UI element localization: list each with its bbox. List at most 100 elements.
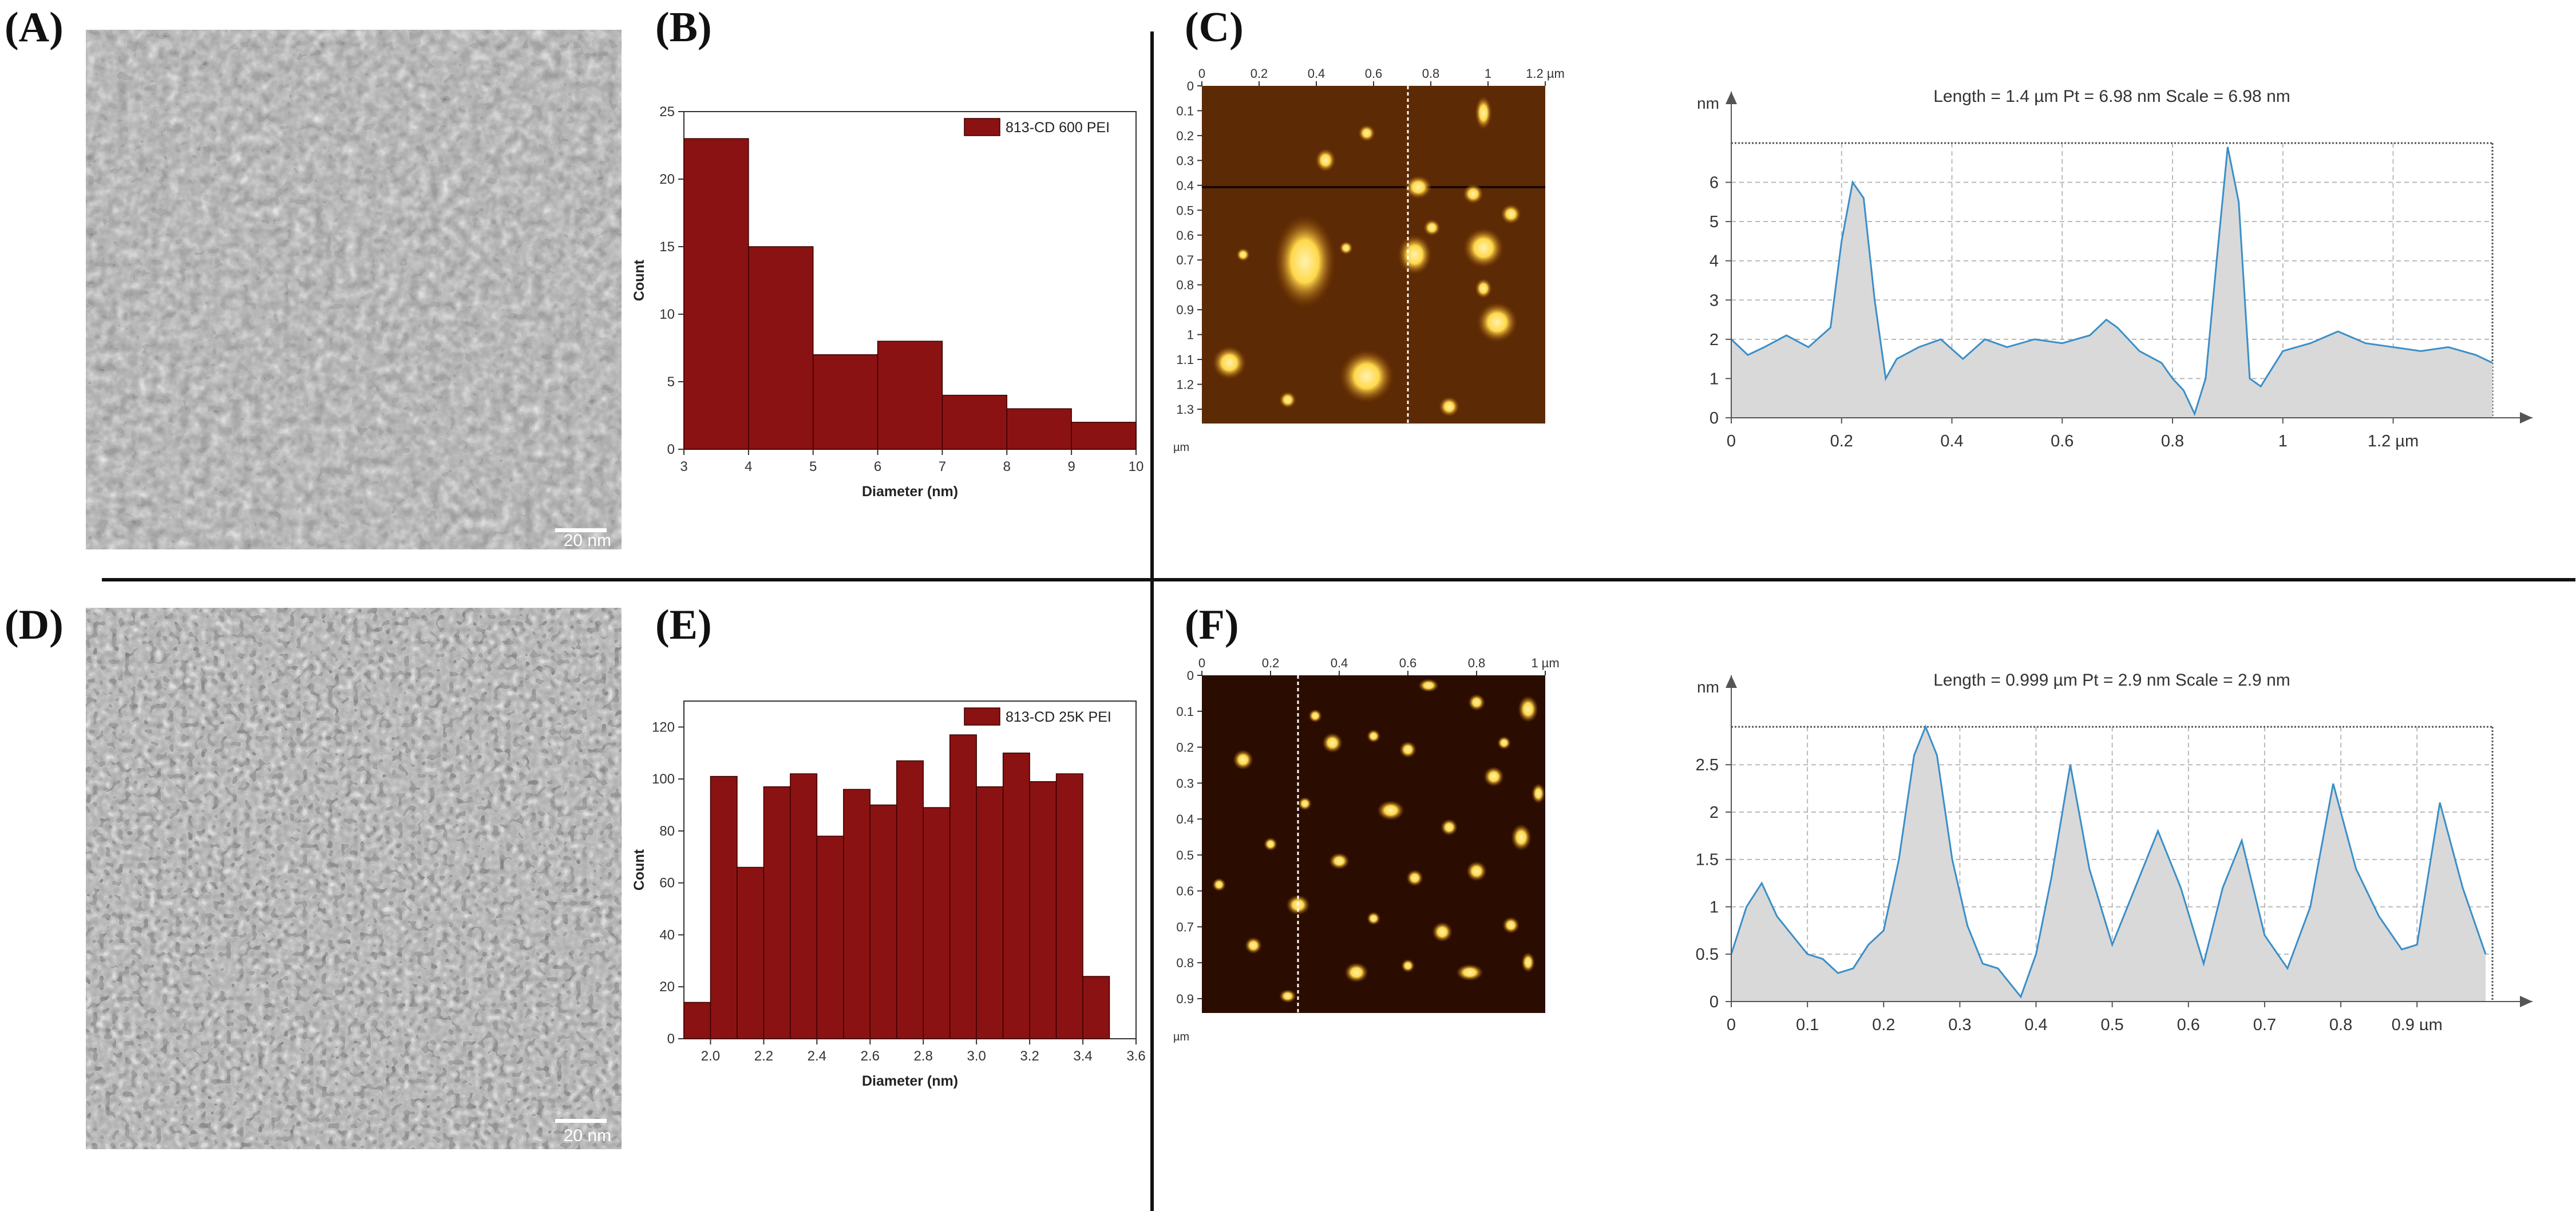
histogram-bar — [877, 341, 943, 450]
histogram-bar — [1082, 976, 1110, 1039]
afm-particle — [1532, 783, 1545, 804]
x-axis-arrow — [2520, 412, 2533, 424]
afm-particle — [1399, 741, 1416, 758]
afm-particle — [1502, 916, 1520, 934]
y-tick-label: 0 — [1187, 668, 1194, 683]
x-tick-label: 0.2 — [1251, 66, 1268, 81]
y-tick-label: 0 — [667, 442, 675, 457]
afm-particle — [1521, 952, 1535, 973]
y-tick-label: 2.5 — [1696, 756, 1719, 774]
histogram-bar — [1002, 753, 1030, 1039]
panel-label-e: (E) — [655, 601, 712, 648]
y-tick-label: 0.5 — [1176, 848, 1194, 862]
histogram-e: 0 20 40 60 80 100 120 2.0 2.2 2.4 2.6 2.8 3.0 3.2 3.4 3… — [621, 690, 1153, 1102]
y-axis-label: Count — [631, 259, 647, 301]
scale-bar-label: 20 nm — [563, 531, 611, 549]
afm-particle — [1398, 234, 1432, 275]
histogram-bar — [949, 734, 977, 1039]
y-tick-label: 0.6 — [1176, 884, 1194, 899]
x-axis-label: Diameter (nm) — [862, 484, 958, 500]
profile-title: Length = 1.4 µm Pt = 6.98 nm Scale = 6.9… — [1933, 87, 2290, 106]
y-tick-label: 1.1 — [1176, 353, 1194, 367]
x-tick-label: 0 — [1727, 1016, 1736, 1030]
y-tick-label: 0 — [1710, 993, 1719, 1011]
afm-scan-area — [1202, 675, 1545, 1013]
x-tick-label: 3.4 — [1073, 1048, 1092, 1064]
histogram-bar — [683, 138, 749, 450]
y-tick-label: 1 — [1710, 898, 1719, 916]
y-tick-label: 0.9 — [1176, 303, 1194, 317]
afm-particle — [1279, 391, 1296, 409]
histogram-bar — [790, 773, 818, 1039]
histogram-bar — [710, 775, 738, 1039]
y-unit-label: nm — [1697, 94, 1719, 112]
afm-particle — [1518, 695, 1538, 723]
afm-particle — [1501, 204, 1521, 224]
y-tick-label: 60 — [659, 876, 675, 891]
afm-particle — [1279, 989, 1296, 1003]
afm-particle — [1322, 733, 1343, 753]
y-tick-label: 0.6 — [1176, 228, 1194, 243]
afm-particle — [1466, 861, 1487, 881]
y-axis-arrow — [1726, 675, 1737, 688]
x-tick-label: 3.2 — [1020, 1048, 1039, 1064]
scale-bar — [555, 528, 607, 532]
x-tick-label: 0.5 — [2101, 1016, 2124, 1030]
afm-particle — [1497, 736, 1511, 750]
x-tick-label: 1 µm — [1531, 656, 1559, 670]
x-tick-label: 2.8 — [914, 1048, 933, 1064]
profile-area — [1731, 147, 2492, 418]
x-tick-label: 1 — [1485, 66, 1491, 81]
afm-particle — [1367, 729, 1380, 743]
histogram-bar — [763, 786, 791, 1039]
x-tick-label: 2.6 — [861, 1048, 880, 1064]
afm-particle — [1274, 214, 1336, 309]
y-axis-arrow — [1726, 92, 1737, 104]
x-tick-label: 8 — [1003, 459, 1011, 474]
y-tick-label: 20 — [659, 172, 675, 187]
x-tick-label: 0 — [1198, 66, 1205, 81]
height-profile-c-svg: Length = 1.4 µm Pt = 6.98 nm Scale = 6.9… — [1697, 87, 2533, 450]
afm-particle — [1468, 694, 1485, 711]
legend-label: 813-CD 25K PEI — [1006, 709, 1111, 725]
afm-particle — [1245, 937, 1262, 954]
y-tick-label: 6 — [1710, 174, 1719, 192]
scale-bar — [555, 1119, 607, 1123]
histogram-b-svg: 0 5 10 15 20 25 3 4 5 6 7 8 9 10 Diameter (nm) Count 813… — [631, 104, 1144, 500]
afm-particle — [1358, 124, 1375, 142]
afm-particle — [1298, 797, 1312, 810]
x-tick-label: 0 — [1727, 432, 1736, 450]
y-tick-label: 1.5 — [1696, 851, 1719, 869]
panel-label-a: (A) — [5, 4, 64, 51]
afm-particle — [1329, 852, 1350, 870]
y-tick-label: 1.2 — [1176, 378, 1194, 392]
histogram-bar — [869, 804, 897, 1039]
histogram-bar — [896, 760, 924, 1039]
afm-particle — [1315, 148, 1336, 172]
afm-image-c: 0 0.2 0.4 0.6 0.8 1 1.2 µm 0 0.1 0.2 0.3 0.4 0.5 0.6 0… — [1162, 63, 1574, 504]
profile-title: Length = 0.999 µm Pt = 2.9 nm Scale = 2.… — [1933, 671, 2290, 690]
afm-particle — [1475, 278, 1492, 299]
histogram-bar — [812, 354, 879, 450]
afm-particle — [1367, 912, 1380, 925]
afm-particle — [1377, 800, 1404, 821]
afm-particle — [1477, 302, 1518, 343]
scale-bar-label: 20 nm — [563, 1126, 611, 1145]
legend-label: 813-CD 600 PEI — [1006, 120, 1110, 136]
afm-unit-label: µm — [1173, 441, 1189, 454]
histogram-bar — [1029, 781, 1057, 1039]
afm-particle — [1406, 869, 1423, 887]
afm-particle — [1401, 959, 1415, 973]
tem-image-d: 20 nm — [86, 608, 622, 1149]
x-tick-label: 5 — [809, 459, 817, 474]
x-tick-label: 2.4 — [808, 1048, 826, 1064]
y-tick-label: 0.3 — [1176, 776, 1194, 790]
afm-unit-label: µm — [1173, 1031, 1189, 1043]
afm-image-c-svg: 0 0.2 0.4 0.6 0.8 1 1.2 µm 0 0.1 0.2 0.3 0.4 0.5 0.6 0… — [1173, 66, 1565, 454]
afm-particle — [1463, 227, 1504, 268]
y-tick-label: 0.4 — [1176, 812, 1194, 826]
x-tick-label: 10 — [1129, 459, 1144, 474]
afm-particle — [1463, 184, 1483, 204]
afm-particle — [1432, 921, 1453, 943]
y-tick-label: 5 — [667, 374, 675, 390]
